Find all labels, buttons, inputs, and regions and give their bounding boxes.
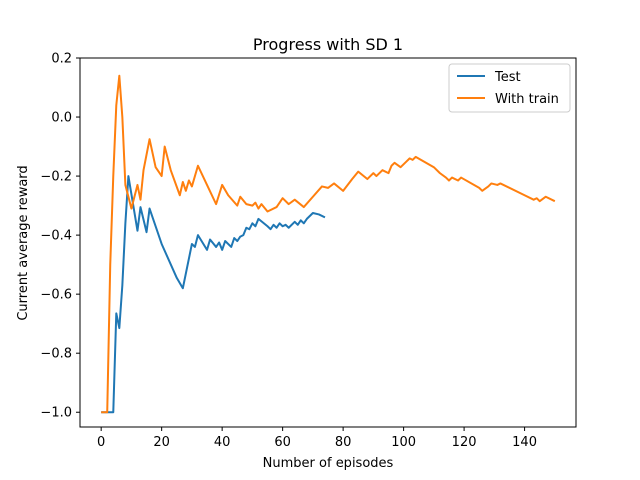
x-tick-label: 120 (452, 435, 477, 450)
x-axis-label: Number of episodes (263, 456, 394, 471)
x-tick-label: 0 (97, 435, 105, 450)
y-tick-label: −0.4 (40, 229, 72, 244)
y-tick-label: 0.2 (51, 52, 72, 67)
x-tick-label: 100 (391, 435, 416, 450)
x-tick-label: 140 (512, 435, 537, 450)
y-tick-label: −0.2 (40, 170, 72, 185)
legend-test-label: Test (494, 70, 521, 85)
y-axis-label: Current average reward (16, 165, 31, 320)
legend: Test With train (448, 63, 571, 113)
x-tick-label: 60 (274, 435, 291, 450)
y-tick-label: −0.8 (40, 347, 72, 362)
y-tick-label: 0.0 (51, 111, 72, 126)
y-tick-label: −0.6 (40, 288, 72, 303)
axes-frame (79, 57, 577, 428)
legend-train-label: With train (495, 92, 559, 107)
plot-area: 0 20 40 60 80 100 120 140 −1.0 −0.8 −0.6 −0.4 −0.2 0.… (40, 52, 577, 450)
x-tick-label: 80 (335, 435, 352, 450)
x-tick-label: 20 (153, 435, 170, 450)
x-tick-label: 40 (214, 435, 231, 450)
chart-title: Progress with SD 1 (253, 35, 403, 54)
series-line-with-train (101, 74, 556, 414)
y-tick-label: −1.0 (40, 406, 72, 421)
series-line-test (101, 175, 326, 414)
